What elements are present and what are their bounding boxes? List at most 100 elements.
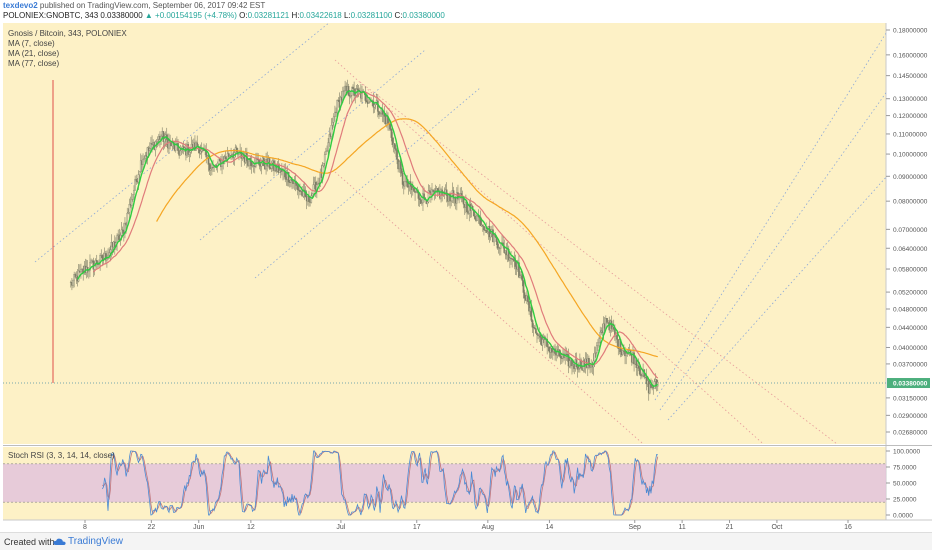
candle-body xyxy=(148,148,151,151)
price-tick-label: 0.03700000 xyxy=(893,361,928,368)
price-tick-label: 0.11000000 xyxy=(893,131,927,138)
candle-body xyxy=(621,350,624,355)
candle-body xyxy=(336,99,339,113)
price-layer xyxy=(3,23,886,444)
candle-body xyxy=(168,140,170,149)
candle-body xyxy=(372,100,375,108)
candle-body xyxy=(255,158,257,167)
candle-body xyxy=(519,275,521,278)
low-label: L: xyxy=(343,11,351,20)
candle-body xyxy=(74,274,77,278)
candle-body xyxy=(312,184,315,194)
time-tick-label: Jul xyxy=(336,524,345,531)
candle-body xyxy=(310,195,313,203)
candle-body xyxy=(509,257,511,261)
candlestick-chart[interactable]: 0.18000000 0.16000000 0.14500000 0.13000000… xyxy=(0,0,932,532)
candle-body xyxy=(522,280,525,293)
candle-body xyxy=(594,352,597,354)
candle-body xyxy=(532,327,535,329)
candle-body xyxy=(349,95,352,97)
candle-body xyxy=(536,332,538,335)
candle-body xyxy=(89,262,91,271)
chart-header: texdevo2 published on TradingView.com, S… xyxy=(0,0,932,22)
candle-body xyxy=(144,155,147,159)
candle-body xyxy=(106,258,108,261)
candle-body xyxy=(595,345,598,353)
candle-body xyxy=(331,122,334,126)
candle-body xyxy=(577,368,580,370)
candle-body xyxy=(109,249,112,253)
price-axis-bg xyxy=(886,23,932,520)
author-link[interactable]: texdevo2 xyxy=(3,1,38,10)
candle-body xyxy=(299,190,301,192)
candle-body xyxy=(486,231,489,233)
candle-body xyxy=(400,168,403,174)
close-label: C: xyxy=(394,11,403,20)
candle-body xyxy=(130,199,133,206)
time-tick-label: 14 xyxy=(546,524,554,531)
candle-body xyxy=(124,223,126,234)
candle-body xyxy=(399,161,402,169)
candle-body xyxy=(156,139,159,142)
legend-ma7: MA (7, close) xyxy=(8,39,55,48)
candle-body xyxy=(120,229,123,236)
candle-body xyxy=(104,253,107,261)
candle-body xyxy=(481,224,484,227)
high-label: H: xyxy=(291,11,300,20)
candle-body xyxy=(361,90,363,99)
candle-body xyxy=(576,366,579,370)
candle-body xyxy=(163,138,166,142)
candle-body xyxy=(328,134,331,143)
candle-body xyxy=(410,186,413,190)
price-tick-label: 0.03150000 xyxy=(893,395,928,402)
publish-info: texdevo2 published on TradingView.com, S… xyxy=(3,1,265,10)
candle-body xyxy=(483,226,485,231)
candle-body xyxy=(207,155,210,165)
candle-body xyxy=(241,156,244,159)
price-tick-label: 0.02900000 xyxy=(893,413,928,420)
candle-body xyxy=(369,101,371,103)
candle-body xyxy=(378,111,380,116)
time-axis-bg xyxy=(0,520,932,532)
open-value: 0.03281121 xyxy=(247,11,290,20)
time-tick-label: 21 xyxy=(726,524,734,531)
price-tick-label: 0.16000000 xyxy=(893,52,928,59)
candle-body xyxy=(288,182,291,184)
candle-body xyxy=(485,230,488,233)
price-tick-label: 0.02680000 xyxy=(893,430,928,437)
candle-body xyxy=(188,151,191,155)
candle-body xyxy=(428,190,431,193)
candle-body xyxy=(496,241,499,249)
candle-body xyxy=(224,156,227,159)
rsi-tick-label: 0.0000 xyxy=(893,513,913,520)
ma21-line xyxy=(93,91,659,379)
tradingview-logo-text[interactable]: TradingView xyxy=(68,536,124,547)
current-price-tag-label: 0.03380000 xyxy=(893,381,928,388)
candle-body xyxy=(72,279,74,286)
candle-body xyxy=(93,263,96,270)
channel-line-upper-1 xyxy=(34,23,330,263)
candle-body xyxy=(551,351,554,353)
candle-body xyxy=(427,190,430,203)
footer-bar: Created with TradingView xyxy=(0,532,932,550)
candle-body xyxy=(391,137,394,146)
candle-body xyxy=(404,180,406,187)
price-tick-label: 0.10000000 xyxy=(893,152,928,159)
symbol-label: POLONIEX:GNOBTC, 343 xyxy=(3,11,99,20)
candle-body xyxy=(332,116,335,123)
rsi-tick-label: 100.0000 xyxy=(893,449,920,456)
candle-body xyxy=(560,357,563,359)
candle-body xyxy=(373,104,376,108)
candle-body xyxy=(641,375,643,377)
candle-body xyxy=(356,88,359,91)
candle-body xyxy=(179,150,182,156)
down-channel-outer xyxy=(359,81,838,444)
candle-body xyxy=(278,170,281,173)
candle-body xyxy=(135,178,138,182)
channel-line-mid-1 xyxy=(199,49,426,241)
candle-body xyxy=(132,194,134,200)
candle-body xyxy=(637,365,640,369)
candle-body xyxy=(649,383,651,394)
price-tick-label: 0.09000000 xyxy=(893,174,928,181)
candle-body xyxy=(559,355,562,359)
